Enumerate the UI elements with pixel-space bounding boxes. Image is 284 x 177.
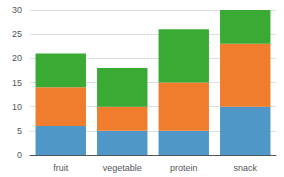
svg-text:30: 30 xyxy=(12,5,22,15)
svg-text:vegetable: vegetable xyxy=(103,163,142,173)
svg-text:25: 25 xyxy=(12,29,22,39)
svg-text:0: 0 xyxy=(17,150,22,160)
svg-text:protein: protein xyxy=(170,163,198,173)
svg-text:snack: snack xyxy=(233,163,257,173)
svg-text:fruit: fruit xyxy=(53,163,69,173)
svg-text:15: 15 xyxy=(12,78,22,88)
svg-text:10: 10 xyxy=(12,102,22,112)
svg-text:5: 5 xyxy=(17,126,22,136)
svg-text:20: 20 xyxy=(12,53,22,63)
